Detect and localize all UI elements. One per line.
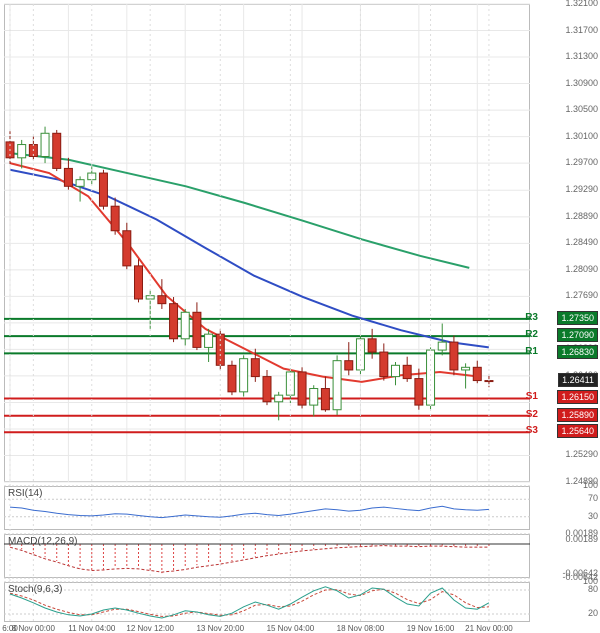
candle [158, 296, 166, 304]
x-tick-label: 11 Nov 04:00 [68, 624, 115, 632]
candle [368, 339, 376, 352]
y-tick-label: 1.28490 [565, 237, 598, 247]
candle [170, 304, 178, 339]
stoch-d [10, 589, 489, 616]
sr-label-R3: R3 [525, 312, 538, 323]
candle [181, 312, 189, 339]
trading-chart: 1.248901.252901.256901.260901.264901.268… [0, 0, 600, 632]
candle [240, 359, 248, 392]
candle [53, 133, 61, 168]
sr-label-R2: R2 [525, 329, 538, 340]
y-tick-label: 1.30900 [565, 78, 598, 88]
candle [135, 266, 143, 299]
x-tick-label: 12 Nov 12:00 [126, 624, 174, 632]
x-tick-label: 15 Nov 04:00 [267, 624, 315, 632]
sr-value-R1: 1.26830 [557, 345, 598, 359]
candle [123, 231, 131, 266]
candle [18, 145, 26, 158]
candle [345, 361, 353, 370]
candle [403, 365, 411, 378]
x-tick-label: 8 Nov 00:00 [12, 624, 55, 632]
candle [64, 168, 72, 186]
candle [321, 389, 329, 410]
sr-value-S3: 1.25640 [557, 424, 598, 438]
y-tick-label: 1.31300 [565, 51, 598, 61]
sr-label-R1: R1 [525, 346, 538, 357]
candle [263, 377, 271, 402]
y-tick-label: 1.28890 [565, 211, 598, 221]
x-tick-label: 13 Nov 20:00 [196, 624, 244, 632]
candle [415, 379, 423, 406]
candle [99, 173, 107, 206]
y-tick-label: 1.29700 [565, 157, 598, 167]
candle [76, 180, 84, 187]
candle [450, 342, 458, 370]
candle [438, 342, 446, 350]
ma_green [10, 153, 469, 268]
candle [205, 334, 213, 347]
candle [193, 312, 201, 347]
candle [228, 365, 236, 392]
macd-signal [10, 546, 489, 572]
y-tick-label: 1.29290 [565, 184, 598, 194]
y-tick-label: 1.31700 [565, 25, 598, 35]
sr-value-R2: 1.27090 [557, 328, 598, 342]
sr-value-R3: 1.27350 [557, 311, 598, 325]
x-tick-label: 18 Nov 08:00 [337, 624, 385, 632]
y-tick-label: 1.27690 [565, 290, 598, 300]
sr-label-S1: S1 [526, 391, 538, 402]
candle [298, 372, 306, 405]
current-price-label: 1.26411 [558, 373, 598, 387]
stoch-k [10, 587, 489, 618]
sr-value-S1: 1.26150 [557, 390, 598, 404]
candle [310, 389, 318, 406]
x-tick-label: 21 Nov 00:00 [465, 624, 513, 632]
y-tick-label: 1.30500 [565, 104, 598, 114]
rsi-label: RSI(14) [8, 488, 42, 499]
y-tick-label: 1.30100 [565, 131, 598, 141]
y-tick-label: 1.32100 [565, 0, 598, 8]
sr-label-S2: S2 [526, 409, 538, 420]
candle [251, 359, 259, 377]
candle [41, 133, 49, 156]
ma_blue [10, 170, 489, 348]
candle [392, 365, 400, 376]
candle [473, 367, 481, 380]
candle [333, 361, 341, 410]
rsi-line [10, 506, 489, 517]
candle [275, 395, 283, 402]
candle [462, 367, 470, 370]
candle [380, 352, 388, 377]
candle [111, 206, 119, 231]
stoch-label: Stoch(9,6,3) [8, 584, 62, 595]
candle [146, 296, 154, 299]
x-tick-label: 19 Nov 16:00 [407, 624, 455, 632]
y-tick-label: 1.25290 [565, 449, 598, 459]
candle [427, 350, 435, 405]
macd-label: MACD(12,26,9) [8, 536, 77, 547]
sr-label-S3: S3 [526, 425, 538, 436]
y-tick-label: 1.28090 [565, 264, 598, 274]
sr-value-S2: 1.25890 [557, 408, 598, 422]
